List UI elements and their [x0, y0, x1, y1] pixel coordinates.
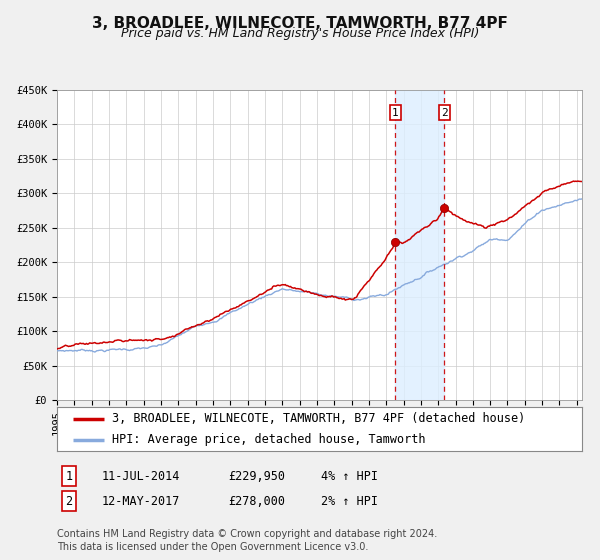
Text: 2% ↑ HPI: 2% ↑ HPI [321, 494, 378, 508]
Text: 4% ↑ HPI: 4% ↑ HPI [321, 469, 378, 483]
Text: 1: 1 [392, 108, 399, 118]
Text: 3, BROADLEE, WILNECOTE, TAMWORTH, B77 4PF (detached house): 3, BROADLEE, WILNECOTE, TAMWORTH, B77 4P… [112, 412, 526, 426]
Text: £278,000: £278,000 [228, 494, 285, 508]
Bar [395, 90, 445, 400]
Text: HPI: Average price, detached house, Tamworth: HPI: Average price, detached house, Tamw… [112, 433, 425, 446]
Text: 12-MAY-2017: 12-MAY-2017 [102, 494, 181, 508]
Text: 1: 1 [65, 469, 73, 483]
Text: 11-JUL-2014: 11-JUL-2014 [102, 469, 181, 483]
Text: £229,950: £229,950 [228, 469, 285, 483]
Text: This data is licensed under the Open Government Licence v3.0.: This data is licensed under the Open Gov… [57, 542, 368, 552]
Text: Contains HM Land Registry data © Crown copyright and database right 2024.: Contains HM Land Registry data © Crown c… [57, 529, 437, 539]
Text: 2: 2 [441, 108, 448, 118]
Text: 3, BROADLEE, WILNECOTE, TAMWORTH, B77 4PF: 3, BROADLEE, WILNECOTE, TAMWORTH, B77 4P… [92, 16, 508, 31]
Text: 2: 2 [65, 494, 73, 508]
Text: Price paid vs. HM Land Registry's House Price Index (HPI): Price paid vs. HM Land Registry's House … [121, 27, 479, 40]
